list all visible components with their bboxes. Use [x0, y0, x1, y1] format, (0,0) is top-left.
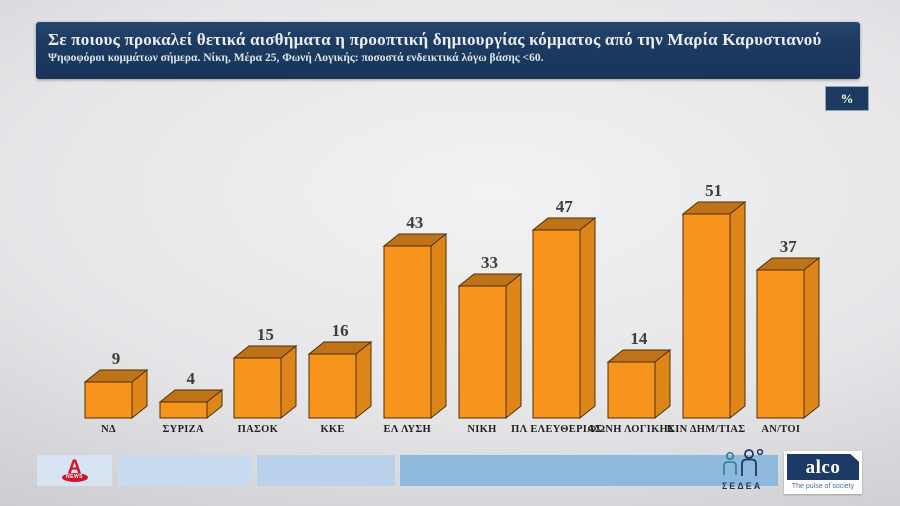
footer-bar-segment-4: [400, 455, 778, 486]
bar-column-ΕΛ ΛΥΣΗ: [382, 232, 448, 420]
chart-subtitle: Ψηφοφόροι κομμάτων σήμερα. Νίκη, Μέρα 25…: [48, 52, 544, 64]
bar-side-face: [579, 216, 596, 420]
alco-logo: alco The pulse of society: [784, 451, 862, 494]
bar-column-ΦΩΝΗ ΛΟΓΙΚΗΣ: [606, 348, 672, 420]
alco-logo-box: alco: [787, 454, 859, 480]
sedea-label: ΣΕΔΕΑ: [721, 481, 763, 491]
bar-column-ΚΙΝ ΔΗΜ/ΤΙΑΣ: [681, 200, 747, 420]
bar-value-label: 51: [705, 181, 723, 200]
bar-column-ΠΛ ΕΛΕΥΘΕΡΙΑΣ: [531, 216, 597, 420]
bar-column-ΣΥΡΙΖΑ: [158, 388, 224, 420]
bar-category-label: ΝΙΚΗ: [467, 424, 497, 435]
alpha-news-logo: A NEWS: [37, 455, 112, 486]
bar-category-label: ΦΩΝΗ ΛΟΓΙΚΗΣ: [587, 424, 676, 435]
bar-category-label: ΝΔ: [101, 424, 116, 435]
bar-category-label: ΠΑΣΟΚ: [237, 424, 279, 435]
chart-title: Σε ποιους προκαλεί θετικά αισθήματα η πρ…: [48, 30, 822, 49]
bar-column-ΑΝ/ΤΟΙ: [755, 256, 821, 420]
bar-category-label: ΠΛ ΕΛΕΥΘΕΡΙΑΣ: [511, 424, 603, 435]
bar-front-face: [233, 357, 282, 419]
bar-category-label: ΣΥΡΙΖΑ: [162, 424, 204, 435]
bar-category-label: ΑΝ/ΤΟΙ: [761, 424, 801, 435]
alco-tagline: The pulse of society: [791, 483, 855, 490]
bar-value-label: 15: [256, 325, 274, 344]
percent-unit-label: %: [840, 90, 854, 106]
bar-side-face: [355, 340, 372, 420]
footer-bar-segment-2: [118, 455, 252, 486]
sedea-logo: ΣΕΔΕΑ: [714, 448, 770, 491]
bar-value-label: 33: [481, 253, 498, 272]
bar-value-label: 9: [111, 349, 121, 368]
sedea-people-icon: [723, 448, 764, 476]
bar-front-face: [532, 229, 581, 419]
bar-category-label: ΚΙΝ ΔΗΜ/ΤΙΑΣ: [666, 424, 746, 435]
alco-name: alco: [805, 456, 841, 478]
bar-front-face: [308, 353, 357, 419]
bar-front-face: [84, 381, 133, 419]
bar-side-face: [280, 344, 297, 420]
bar-value-label: 4: [186, 369, 195, 388]
bar-column-ΝΙΚΗ: [457, 272, 522, 420]
bar-side-face: [505, 272, 521, 420]
footer-bar-segment-3: [257, 455, 395, 486]
bar-front-face: [159, 401, 208, 419]
bar-front-face: [458, 285, 506, 419]
bar-front-face: [756, 269, 805, 419]
bar-value-label: 14: [630, 329, 648, 348]
bar-value-label: 37: [779, 237, 797, 256]
chart-header-banner: Σε ποιους προκαλεί θετικά αισθήματα η πρ…: [36, 22, 860, 79]
bar-column-ΠΑΣΟΚ: [232, 344, 298, 420]
bar-side-face: [654, 348, 671, 420]
bar-side-face: [430, 232, 447, 420]
bar-front-face: [607, 361, 656, 419]
bar-side-face: [803, 256, 820, 420]
alpha-news-badge: NEWS: [61, 472, 88, 482]
percent-unit-badge: %: [825, 86, 869, 111]
bar-front-face: [383, 245, 432, 419]
bar-value-label: 43: [406, 213, 424, 232]
bar-column-ΚΚΕ: [307, 340, 373, 420]
bar-column-ΝΔ: [83, 368, 149, 420]
bar-front-face: [682, 213, 731, 419]
bar-category-label: ΕΛ ΛΥΣΗ: [383, 424, 432, 435]
bar-side-face: [729, 200, 746, 420]
bar-category-label: ΚΚΕ: [320, 424, 345, 435]
bar-value-label: 16: [331, 321, 349, 340]
alpha-letter-icon: A: [67, 456, 82, 478]
bar-value-label: 47: [555, 197, 573, 216]
